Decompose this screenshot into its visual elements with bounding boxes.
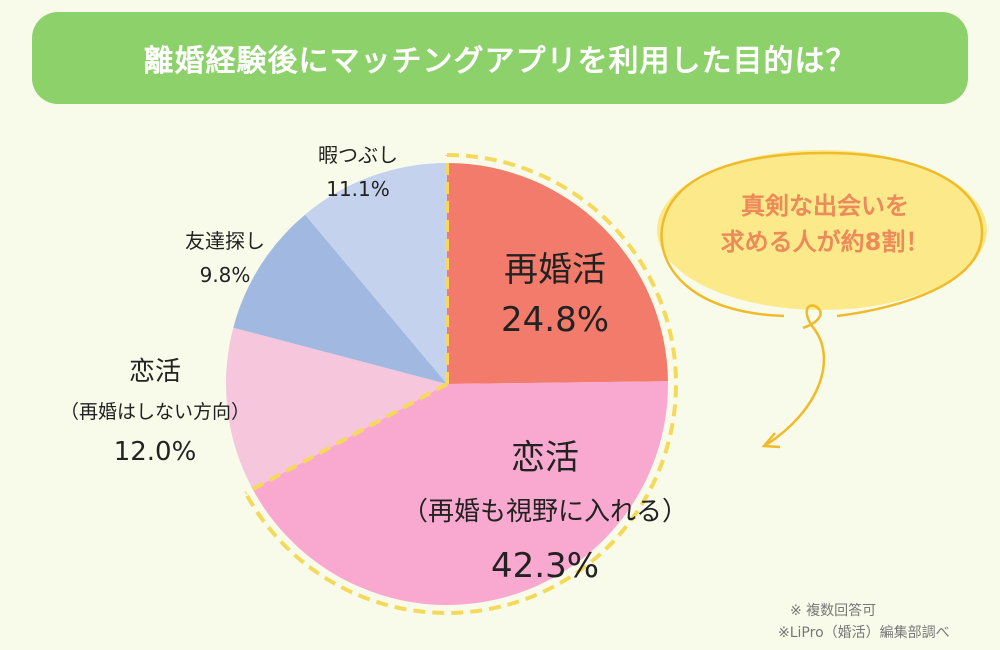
note-multiple-answers: ※ 複数回答可 <box>790 603 877 619</box>
slice-label: 暇つぶし <box>318 143 398 167</box>
slice-label: 恋活 <box>510 438 579 478</box>
pie-slice-3 <box>233 214 447 384</box>
slice-sublabel: （再婚はしない方向） <box>59 401 251 423</box>
label-slice-1: 恋活 （再婚も視野に入れる） 42.3% <box>402 431 688 593</box>
pie-slice-2 <box>226 327 447 490</box>
callout-line-1: 真剣な出会いを <box>741 192 909 220</box>
highlight-dashed-arc <box>243 153 678 615</box>
slice-value: 11.1% <box>326 177 390 201</box>
slice-value: 24.8% <box>500 300 610 340</box>
slice-value: 12.0% <box>113 437 197 467</box>
highlight-dashed-line-1 <box>244 382 448 495</box>
slice-label: 再婚活 <box>503 250 606 290</box>
chart-title: 離婚経験後にマッチングアプリを利用した目的は？ <box>32 12 968 104</box>
slice-label: 恋活 <box>128 357 182 387</box>
callout-text: 真剣な出会いを 求める人が約8割！ <box>690 188 960 260</box>
label-slice-3: 友達探し 9.8% <box>185 224 265 292</box>
callout-line-2: 求める人が約8割！ <box>720 228 930 256</box>
pie-slice-0 <box>447 163 668 384</box>
label-slice-2: 恋活 （再婚はしない方向） 12.0% <box>60 352 250 472</box>
label-slice-0: 再婚活 24.8% <box>501 245 609 345</box>
slice-label: 友達探し <box>185 229 265 253</box>
slice-sublabel: （再婚も視野に入れる） <box>401 497 689 527</box>
pie-slice-4 <box>305 163 447 384</box>
slice-value: 9.8% <box>199 263 251 287</box>
slice-value: 42.3% <box>490 546 600 586</box>
callout-bubble <box>657 150 987 318</box>
label-slice-4: 暇つぶし 11.1% <box>318 138 398 206</box>
pie-slice-1 <box>252 381 669 606</box>
note-source: ※LiPro（婚活）編集部調べ <box>778 625 950 641</box>
